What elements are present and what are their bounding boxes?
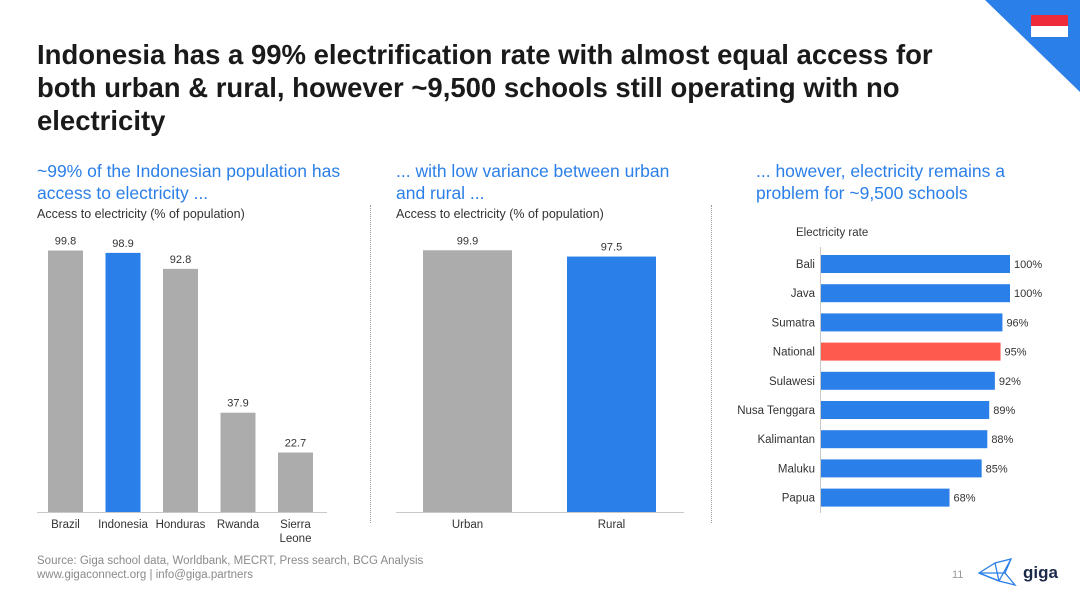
- panel1-subtitle: ~99% of the Indonesian population has ac…: [37, 160, 347, 204]
- panel-divider-1: [370, 205, 371, 523]
- bar-sierra-leone: [278, 453, 313, 512]
- corner-triangle: [985, 0, 1080, 92]
- value-label-rural: 97.5: [601, 242, 622, 254]
- value-label-nusa-tenggara: 89%: [993, 405, 1015, 417]
- bar-national: [821, 343, 1001, 361]
- value-label-maluku: 85%: [986, 463, 1008, 475]
- category-label-sumatra: Sumatra: [772, 317, 816, 329]
- category-label-indonesia: Indonesia: [98, 519, 148, 531]
- category-label-bali: Bali: [796, 259, 815, 271]
- panel2-metric: Access to electricity (% of population): [396, 207, 604, 221]
- regional-electricity-chart: Bali 100% Java 100% Sumatra 96% National 95% Sul…: [720, 245, 1080, 520]
- bar-nusa-tenggara: [821, 401, 989, 419]
- bar-indonesia: [106, 253, 141, 512]
- category-label-sulawesi: Sulawesi: [769, 376, 815, 388]
- page-number: 11: [952, 569, 963, 581]
- value-label-national: 95%: [1005, 347, 1027, 359]
- panel3-subtitle: ... however, electricity remains a probl…: [756, 160, 1056, 204]
- panel3-metric: Electricity rate: [796, 227, 868, 239]
- indonesia-flag-icon: [1031, 15, 1068, 37]
- giga-logo-text: giga: [1023, 563, 1058, 583]
- value-label-brazil: 99.8: [55, 236, 76, 248]
- panel-divider-2: [711, 205, 712, 523]
- category-label-national: National: [773, 347, 815, 359]
- source-note: Source: Giga school data, Worldbank, MEC…: [37, 554, 423, 569]
- panel2-subtitle: ... with low variance between urban and …: [396, 160, 696, 204]
- country-access-chart: 99.8 Brazil 98.9 Indonesia 92.8 Honduras 37.9 R…: [37, 225, 332, 550]
- footer-contact: www.gigaconnect.org | info@giga.partners: [37, 569, 253, 581]
- value-label-bali: 100%: [1014, 259, 1042, 271]
- bar-java: [821, 284, 1010, 302]
- value-label-urban: 99.9: [457, 235, 478, 247]
- category-label-maluku: Maluku: [778, 463, 815, 475]
- bar-kalimantan: [821, 430, 987, 448]
- category-label-sierra-leone-line1: Sierra: [280, 519, 311, 531]
- value-label-sulawesi: 92%: [999, 376, 1021, 388]
- value-label-honduras: 92.8: [170, 254, 191, 266]
- category-label-nusa-tenggara: Nusa Tenggara: [737, 405, 815, 417]
- bar-papua: [821, 489, 950, 507]
- bar-urban: [423, 250, 512, 512]
- category-label-urban: Urban: [452, 519, 483, 531]
- bar-sulawesi: [821, 372, 995, 390]
- value-label-papua: 68%: [954, 493, 976, 505]
- value-label-kalimantan: 88%: [991, 434, 1013, 446]
- value-label-rwanda: 37.9: [227, 398, 248, 410]
- category-label-honduras: Honduras: [156, 519, 206, 531]
- category-label-rural: Rural: [598, 519, 625, 531]
- category-label-papua: Papua: [782, 493, 816, 505]
- bar-sumatra: [821, 313, 1002, 331]
- value-label-java: 100%: [1014, 288, 1042, 300]
- value-label-sumatra: 96%: [1006, 317, 1028, 329]
- bar-rural: [567, 257, 656, 512]
- bar-brazil: [48, 251, 83, 512]
- page-title: Indonesia has a 99% electrification rate…: [37, 38, 977, 137]
- value-label-indonesia: 98.9: [112, 238, 133, 250]
- bar-rwanda: [221, 413, 256, 512]
- bar-maluku: [821, 459, 982, 477]
- category-label-kalimantan: Kalimantan: [757, 434, 815, 446]
- category-label-sierra-leone-line2: Leone: [280, 533, 312, 545]
- urban-rural-chart: 99.9 Urban 97.5 Rural: [396, 225, 686, 550]
- category-label-rwanda: Rwanda: [217, 519, 260, 531]
- bar-honduras: [163, 269, 198, 512]
- category-label-brazil: Brazil: [51, 519, 80, 531]
- bar-bali: [821, 255, 1010, 273]
- value-label-sierra-leone: 22.7: [285, 438, 306, 450]
- panel1-metric: Access to electricity (% of population): [37, 207, 245, 221]
- category-label-java: Java: [791, 288, 816, 300]
